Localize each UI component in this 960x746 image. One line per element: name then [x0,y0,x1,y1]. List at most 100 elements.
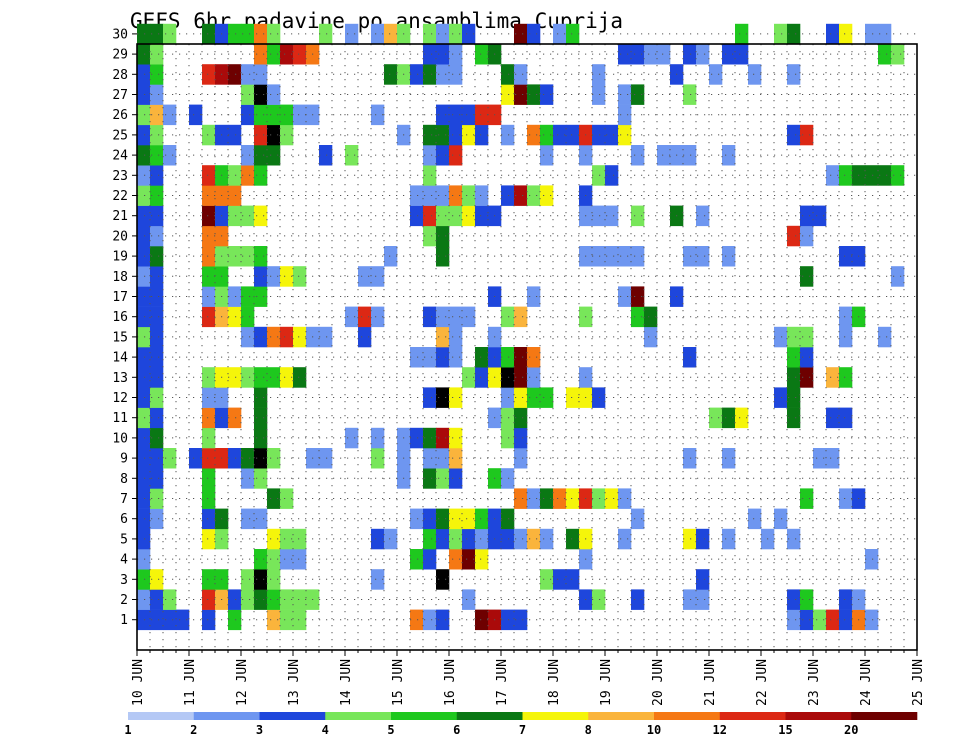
colorbar-label: 2 [190,723,197,737]
precip-cell [891,266,904,287]
precip-cell [527,84,540,105]
precip-cell [683,448,696,469]
precip-cell [683,246,696,267]
x-tick-label: 13 JUN [287,659,302,706]
precip-cell [228,24,241,45]
precip-cell [774,327,787,348]
precip-cell [449,327,462,348]
y-tick-label: 21 [112,209,128,224]
precip-cell [254,105,267,126]
precip-cell [566,569,579,590]
precip-cell [592,64,605,85]
precip-cell [800,610,813,631]
precip-cell [839,408,852,429]
precip-cell [137,64,150,85]
colorbar-label: 15 [778,723,792,737]
precip-cell [475,367,488,388]
precip-cell [618,286,631,307]
precip-cell [800,266,813,287]
precip-cell [709,408,722,429]
precip-cell [540,125,553,146]
x-tick-label: 18 JUN [547,659,562,706]
precip-cell [839,165,852,186]
x-tick-label: 20 JUN [651,659,666,706]
precip-cell [202,428,215,449]
precip-cell [254,387,267,408]
precip-cell [137,347,150,368]
precip-cell [137,509,150,529]
precip-cell [592,206,605,227]
precip-cell [384,24,397,45]
precip-cell [449,307,462,328]
precip-cell [163,448,176,469]
y-tick-label: 2 [120,593,128,608]
y-tick-label: 17 [112,290,128,305]
precip-cell [527,185,540,206]
precip-cell [137,165,150,186]
precip-cell [202,387,215,408]
precip-cell [527,367,540,388]
precip-cell [410,428,423,449]
precip-cell [254,145,267,166]
precip-cell [254,44,267,65]
y-tick-label: 24 [112,149,128,164]
precip-cell [254,206,267,227]
x-tick-label: 11 JUN [183,659,198,706]
precip-cell [254,286,267,307]
precip-cell [202,589,215,610]
precip-cell [202,24,215,45]
y-tick-label: 28 [112,68,128,83]
y-tick-label: 12 [112,391,128,406]
precip-cell [254,589,267,610]
x-tick-label: 22 JUN [755,659,770,706]
colorbar-swatch [786,712,852,720]
precip-cell [449,549,462,570]
precip-cell [202,529,215,550]
y-tick-label: 3 [120,573,128,588]
precip-cell [722,145,735,166]
precip-cell [293,589,306,610]
precip-cell [410,64,423,85]
precip-cell [436,206,449,227]
precip-cell [566,125,579,146]
precip-cell [202,569,215,590]
precip-cell [293,327,306,348]
precip-cell [436,145,449,166]
precip-cell [137,387,150,408]
precip-cell [449,105,462,126]
precip-cell [540,488,553,509]
precip-cell [267,569,280,590]
precip-cell [410,185,423,206]
precip-cell [345,145,358,166]
precip-cell [865,610,878,631]
precip-cell [449,347,462,368]
colorbar-swatch [391,712,457,720]
y-tick-label: 22 [112,189,128,204]
precip-cell [449,24,462,45]
precip-cell [839,327,852,348]
precip-cell [566,387,579,408]
precip-cell [137,226,150,247]
colorbar-label: 10 [647,723,661,737]
precip-cell [592,246,605,267]
precip-cell [137,529,150,550]
precip-cell [137,307,150,328]
precip-cell [891,44,904,65]
precip-cell [293,529,306,550]
precip-cell [137,44,150,65]
precip-cell [449,64,462,85]
precip-cell [228,246,241,267]
y-tick-label: 20 [112,229,128,244]
y-tick-label: 30 [112,27,128,42]
precip-cell [267,589,280,610]
precip-cell [436,569,449,590]
precip-cell [501,367,514,388]
precip-cell [202,64,215,85]
precip-cell [228,64,241,85]
precip-cell [228,367,241,388]
colorbar-label: 7 [519,723,526,737]
precip-cell [436,448,449,469]
precip-cell [137,610,150,631]
y-tick-label: 26 [112,108,128,123]
